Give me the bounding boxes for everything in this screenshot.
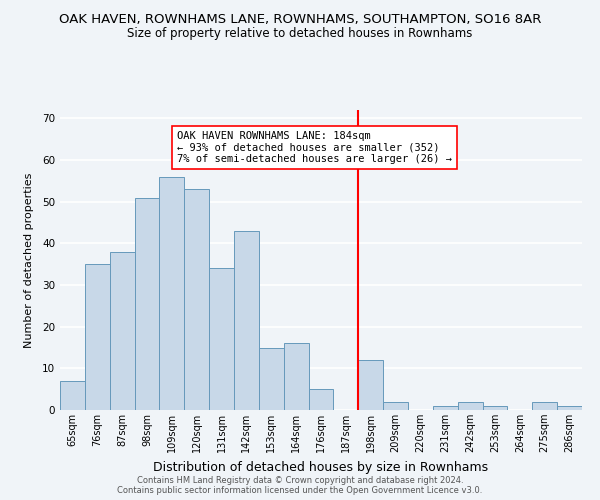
- Bar: [532, 402, 557, 410]
- Bar: [308, 389, 334, 410]
- Bar: [134, 198, 160, 410]
- Bar: [482, 406, 508, 410]
- Bar: [433, 406, 458, 410]
- X-axis label: Distribution of detached houses by size in Rownhams: Distribution of detached houses by size …: [154, 460, 488, 473]
- Bar: [209, 268, 234, 410]
- Bar: [259, 348, 284, 410]
- Text: Contains public sector information licensed under the Open Government Licence v3: Contains public sector information licen…: [118, 486, 482, 495]
- Bar: [284, 344, 308, 410]
- Text: OAK HAVEN, ROWNHAMS LANE, ROWNHAMS, SOUTHAMPTON, SO16 8AR: OAK HAVEN, ROWNHAMS LANE, ROWNHAMS, SOUT…: [59, 12, 541, 26]
- Bar: [110, 252, 134, 410]
- Bar: [160, 176, 184, 410]
- Bar: [383, 402, 408, 410]
- Text: OAK HAVEN ROWNHAMS LANE: 184sqm
← 93% of detached houses are smaller (352)
7% of: OAK HAVEN ROWNHAMS LANE: 184sqm ← 93% of…: [177, 131, 452, 164]
- Bar: [557, 406, 582, 410]
- Bar: [234, 231, 259, 410]
- Bar: [358, 360, 383, 410]
- Text: Size of property relative to detached houses in Rownhams: Size of property relative to detached ho…: [127, 28, 473, 40]
- Bar: [184, 189, 209, 410]
- Y-axis label: Number of detached properties: Number of detached properties: [23, 172, 34, 348]
- Bar: [85, 264, 110, 410]
- Bar: [60, 381, 85, 410]
- Bar: [458, 402, 482, 410]
- Text: Contains HM Land Registry data © Crown copyright and database right 2024.: Contains HM Land Registry data © Crown c…: [137, 476, 463, 485]
